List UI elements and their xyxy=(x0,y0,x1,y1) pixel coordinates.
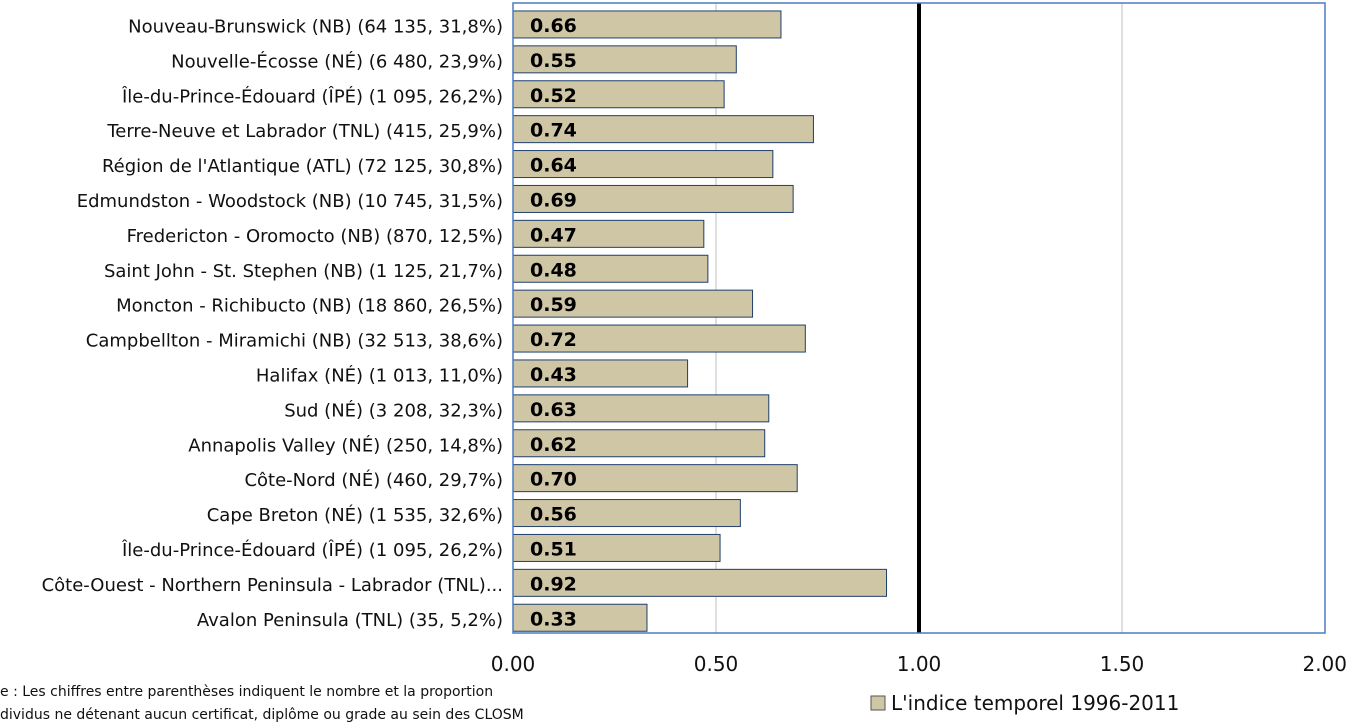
data-label: 0.59 xyxy=(530,294,577,316)
data-label: 0.51 xyxy=(530,538,577,560)
data-label: 0.92 xyxy=(530,573,577,595)
data-label: 0.33 xyxy=(530,608,577,630)
category-label: Terre-Neuve et Labrador (TNL) (415, 25,9… xyxy=(106,121,503,142)
category-label: Côte-Nord (NÉ) (460, 29,7%) xyxy=(244,469,503,491)
legend-label: L'indice temporel 1996-2011 xyxy=(891,691,1179,715)
data-label: 0.69 xyxy=(530,189,577,211)
x-tick-label: 1.50 xyxy=(1100,652,1145,676)
data-label: 0.52 xyxy=(530,85,577,107)
data-label: 0.43 xyxy=(530,364,577,386)
category-label: Avalon Peninsula (TNL) (35, 5,2%) xyxy=(197,610,503,631)
bar xyxy=(512,10,782,39)
bar xyxy=(512,80,725,109)
data-label: 0.74 xyxy=(530,120,577,142)
bar xyxy=(512,45,737,74)
bar xyxy=(512,219,705,248)
chart-note: e : Les chiffres entre parenthèses indiq… xyxy=(0,684,524,722)
category-label: Île-du-Prince-Édouard (ÎPÉ) (1 095, 26,2… xyxy=(121,539,503,561)
data-label: 0.63 xyxy=(530,399,577,421)
note-line-1: e : Les chiffres entre parenthèses indiq… xyxy=(0,684,493,700)
legend: L'indice temporel 1996-2011 xyxy=(870,691,1179,715)
bar xyxy=(512,115,814,144)
legend-swatch xyxy=(870,695,886,711)
category-label: Côte-Ouest - Northern Peninsula - Labrad… xyxy=(42,575,503,596)
data-label: 0.64 xyxy=(530,155,577,177)
x-tick-label: 2.00 xyxy=(1302,652,1347,676)
bar xyxy=(512,394,770,423)
category-label: Edmundston - Woodstock (NB) (10 745, 31,… xyxy=(77,191,503,212)
data-label: 0.66 xyxy=(530,15,577,37)
category-label: Sud (NÉ) (3 208, 32,3%) xyxy=(284,399,503,421)
category-label: Halifax (NÉ) (1 013, 11,0%) xyxy=(256,364,503,386)
category-label: Nouvelle-Écosse (NÉ) (6 480, 23,9%) xyxy=(171,50,503,72)
data-label: 0.48 xyxy=(530,259,577,281)
category-label: Région de l'Atlantique (ATL) (72 125, 30… xyxy=(102,156,503,177)
data-label: 0.70 xyxy=(530,469,577,491)
x-tick-label: 0.50 xyxy=(694,652,739,676)
data-label: 0.56 xyxy=(530,504,577,526)
x-tick-label: 0.00 xyxy=(491,652,536,676)
category-label: Fredericton - Oromocto (NB) (870, 12,5%) xyxy=(127,226,503,247)
category-label: Cape Breton (NÉ) (1 535, 32,6%) xyxy=(207,504,503,526)
bars: 0.66 0.55 0.52 0.74 0.64 0.69 0.47 0.48 0.59 0.72… xyxy=(512,10,888,632)
category-label: Saint John - St. Stephen (NB) (1 125, 21… xyxy=(104,261,503,282)
data-label: 0.55 xyxy=(530,50,577,72)
category-labels: Nouveau-Brunswick (NB) (64 135, 31,8%) No… xyxy=(42,16,503,630)
category-label: Annapolis Valley (NÉ) (250, 14,8%) xyxy=(188,434,503,456)
category-label: Moncton - Richibucto (NB) (18 860, 26,5%… xyxy=(116,296,503,317)
x-tick-label: 1.00 xyxy=(897,652,942,676)
data-label: 0.47 xyxy=(530,224,577,246)
data-label: 0.72 xyxy=(530,329,577,351)
bar xyxy=(512,150,774,179)
bar xyxy=(512,499,741,528)
bar xyxy=(512,568,888,597)
note-line-2: dividus ne détenant aucun certificat, di… xyxy=(0,707,524,722)
category-label: Île-du-Prince-Édouard (ÎPÉ) (1 095, 26,2… xyxy=(121,85,503,107)
bar xyxy=(512,603,648,632)
category-label: Nouveau-Brunswick (NB) (64 135, 31,8%) xyxy=(128,16,503,37)
bar xyxy=(512,184,794,213)
plot-area-border xyxy=(512,2,1326,634)
bar xyxy=(512,533,721,562)
category-label: Campbellton - Miramichi (NB) (32 513, 38… xyxy=(86,331,503,352)
x-axis-tick-labels: 0.00 0.50 1.00 1.50 2.00 xyxy=(491,652,1347,676)
data-label: 0.62 xyxy=(530,434,577,456)
bar xyxy=(512,464,798,493)
